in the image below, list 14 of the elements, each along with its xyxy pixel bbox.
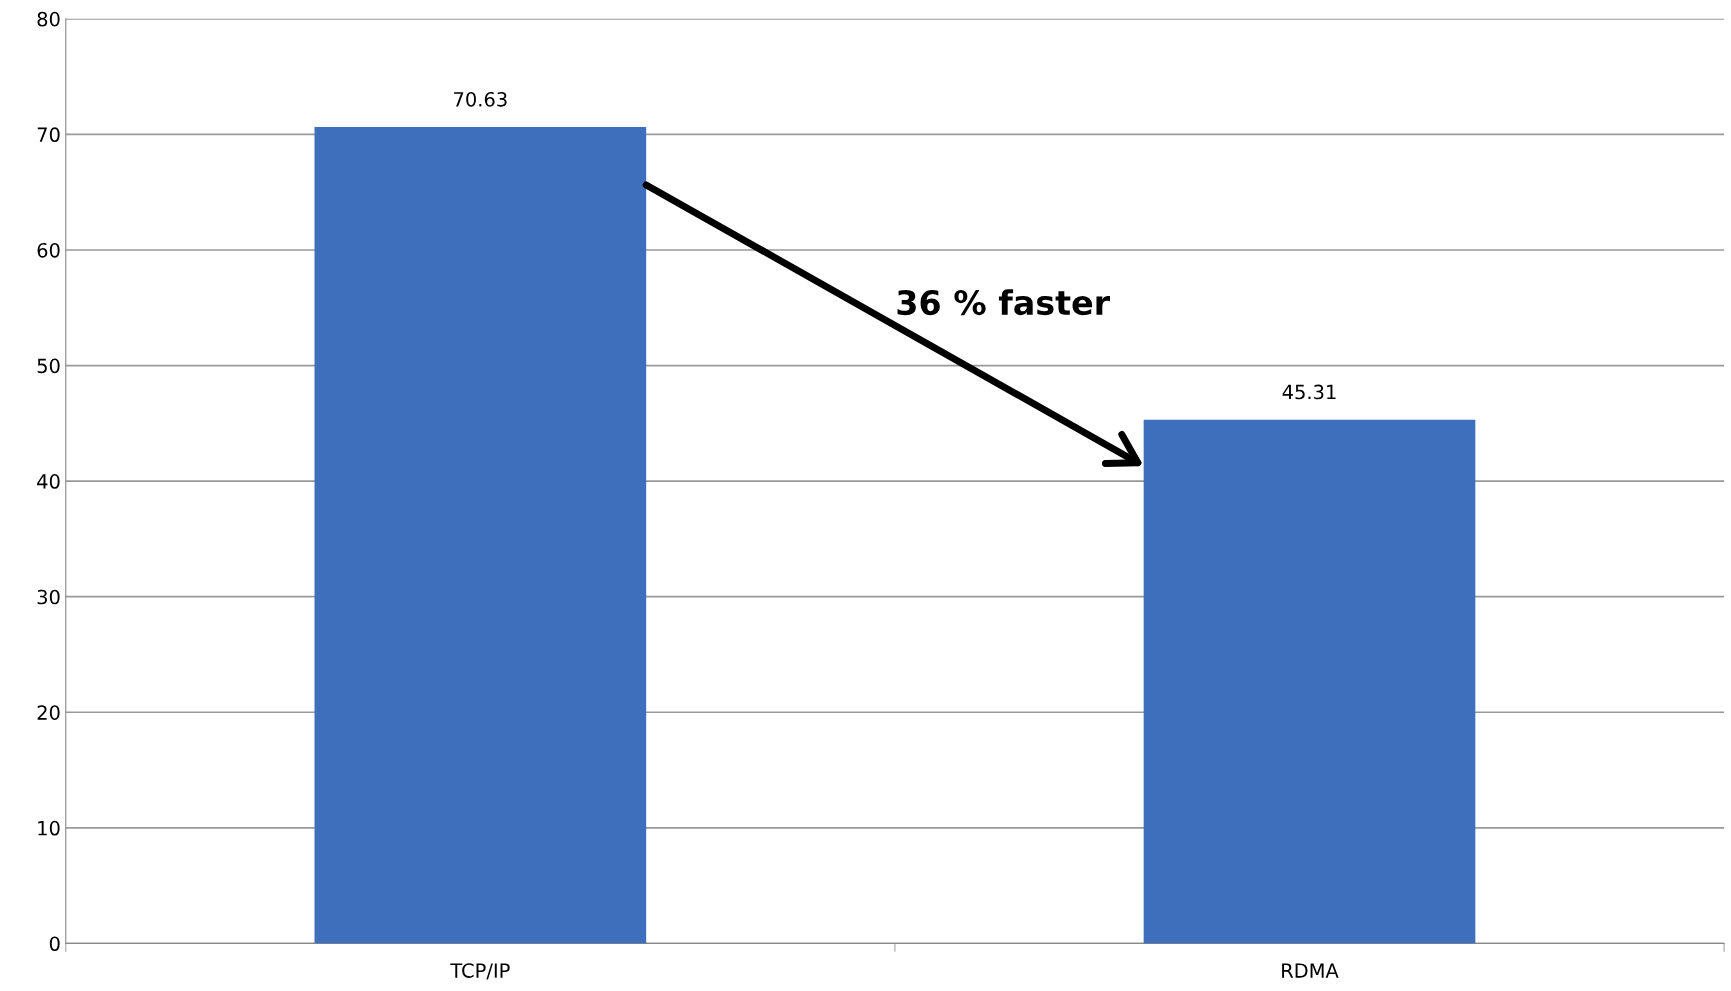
y-tick-label: 30 [37, 589, 60, 605]
y-tick-label: 70 [37, 127, 60, 143]
x-tick-label: RDMA [1282, 963, 1339, 978]
y-tick-label: 40 [37, 474, 60, 489]
y-tick-label: 10 [38, 820, 60, 836]
y-tick-label: 80 [37, 11, 60, 27]
x-tick-label: TCP/IP [450, 963, 510, 980]
data-label: 70.63 [454, 91, 507, 107]
y-tick-label: 60 [37, 242, 60, 258]
y-tick-label: 20 [37, 705, 60, 720]
annotation: 36 % faster [897, 289, 1111, 316]
y-tick-label: 0 [49, 936, 60, 952]
y-tick-label: 50 [37, 358, 60, 374]
data-label: 45.31 [1282, 384, 1336, 400]
